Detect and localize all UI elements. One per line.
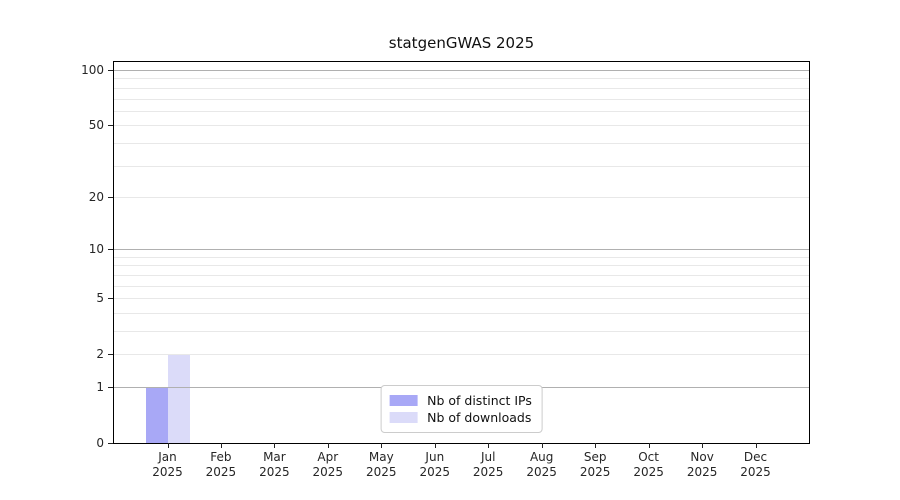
minor-gridline	[114, 125, 809, 127]
minor-gridline	[114, 312, 809, 314]
x-tick-label: Dec 2025	[740, 450, 771, 479]
minor-gridline	[114, 142, 809, 144]
x-tick-label: Oct 2025	[633, 450, 664, 479]
y-tick-label: 5	[96, 291, 104, 306]
minor-gridline	[114, 110, 809, 112]
x-tick-label: Feb 2025	[205, 450, 237, 479]
x-tick-label: May 2025	[366, 450, 397, 479]
y-tick-label: 20	[88, 189, 104, 204]
minor-gridline	[114, 98, 809, 100]
x-tick-label: Sep 2025	[579, 450, 611, 479]
minor-gridline	[114, 298, 809, 300]
y-tick-label: 10	[88, 242, 104, 257]
legend-item-downloads: Nb of downloads	[389, 410, 532, 425]
minor-gridline	[114, 87, 809, 89]
legend-label-distinct-ips: Nb of distinct IPs	[427, 393, 532, 408]
y-tick-label: 1	[96, 380, 104, 394]
minor-gridline	[114, 265, 809, 267]
y-tick-label: 0	[96, 436, 104, 450]
legend-label-downloads: Nb of downloads	[427, 410, 532, 425]
minor-gridline	[114, 256, 809, 258]
x-tick-label: Jul 2025	[472, 450, 504, 479]
bar-nb-of-downloads	[167, 354, 190, 443]
legend-item-distinct-ips: Nb of distinct IPs	[389, 393, 532, 408]
minor-gridline	[114, 285, 809, 287]
x-tick-label: Mar 2025	[259, 450, 290, 479]
bar-nb-of-distinct-ips	[145, 387, 168, 443]
minor-gridline	[114, 196, 809, 198]
y-tick-label: 100	[81, 63, 104, 77]
legend: Nb of distinct IPs Nb of downloads	[380, 385, 543, 433]
legend-swatch-downloads-icon	[389, 412, 418, 423]
chart-title: statgenGWAS 2025	[388, 34, 535, 52]
x-tick-label: Jan 2025	[152, 450, 183, 479]
minor-gridline	[114, 274, 809, 276]
y-tick-label: 50	[88, 118, 104, 133]
x-tick-label: Aug 2025	[526, 450, 557, 479]
minor-gridline	[114, 165, 809, 167]
major-gridline	[114, 249, 809, 251]
minor-gridline	[114, 331, 809, 332]
x-tick-label: Jun 2025	[419, 450, 451, 479]
legend-swatch-distinct-ips-icon	[389, 395, 418, 406]
minor-gridline	[114, 78, 809, 80]
major-gridline	[114, 70, 809, 71]
plot-area: Nb of distinct IPs Nb of downloads	[113, 61, 810, 444]
x-tick-label: Nov 2025	[686, 450, 718, 479]
minor-gridline	[114, 354, 809, 356]
y-tick-label: 2	[96, 347, 104, 362]
x-tick-label: Apr 2025	[312, 450, 344, 479]
